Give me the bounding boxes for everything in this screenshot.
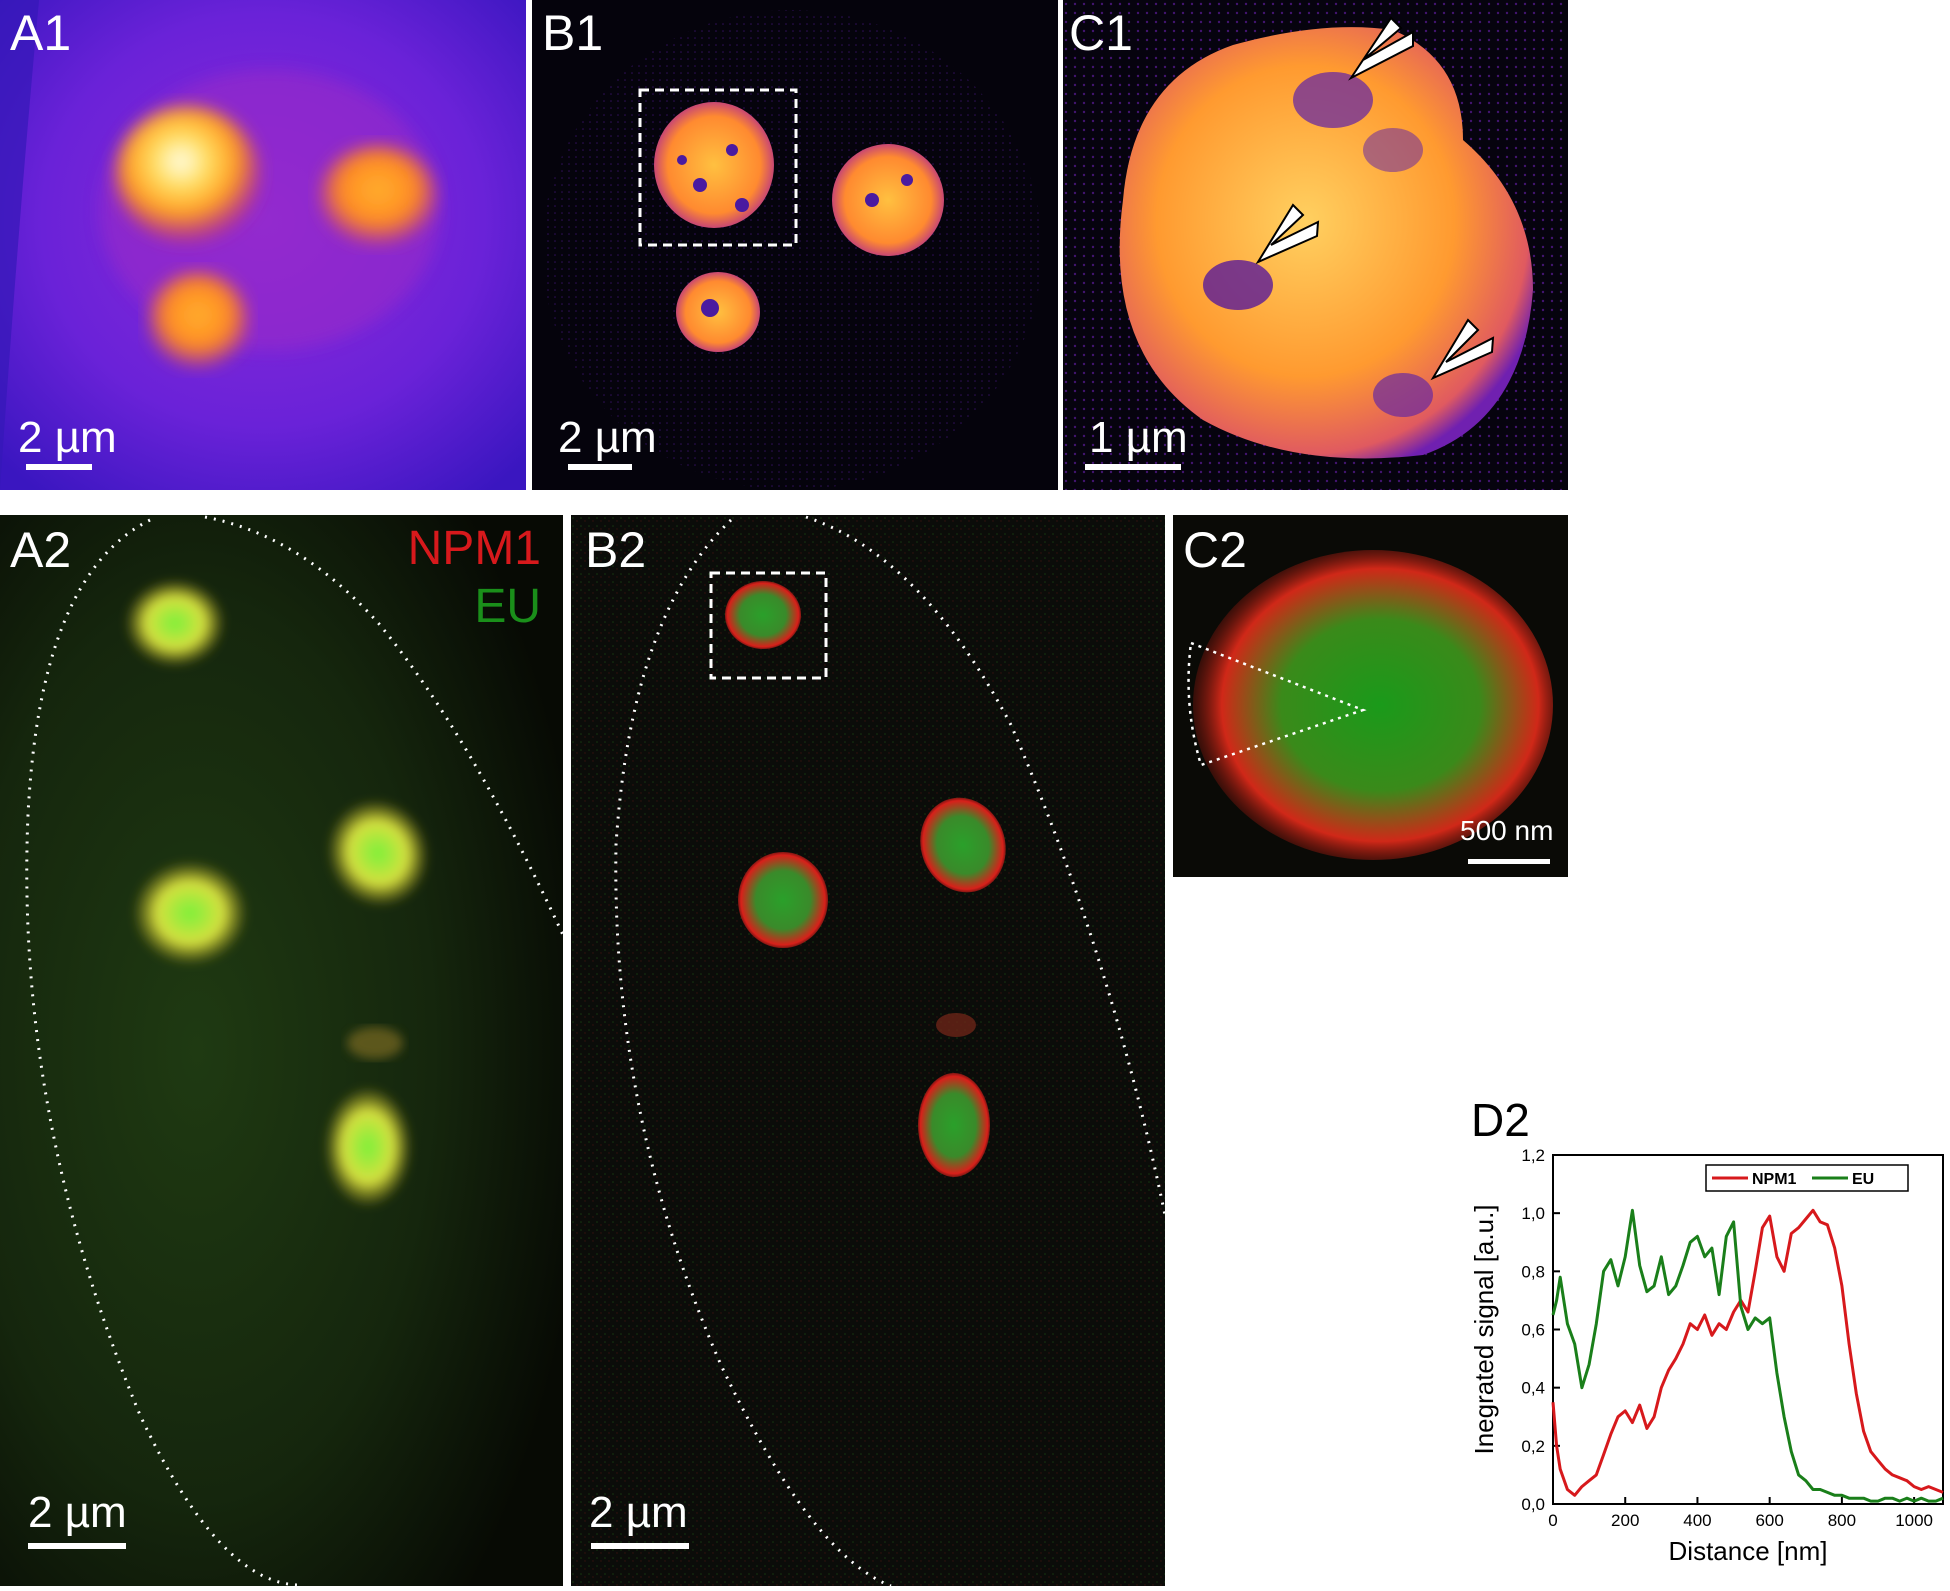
scale-line-c1: [1085, 464, 1181, 470]
scale-text-c2: 500 nm: [1460, 815, 1554, 846]
panel-label-b1: B1: [542, 5, 604, 61]
panel-b1: B1 2 µm: [532, 0, 1058, 490]
x-tick-label: 1000: [1895, 1511, 1933, 1530]
legend-npm1: NPM1: [407, 522, 541, 575]
scale-line-a2: [28, 1543, 126, 1549]
y-tick-label: 0,6: [1521, 1321, 1545, 1340]
series-line-eu: [1551, 1208, 1944, 1503]
legend-label: EU: [1852, 1171, 1874, 1188]
panel-d2: D2 0,0 0,2 0,4 0,6 0,8 1,0 1,2 0 200 400 600 800 10…: [1458, 1094, 1950, 1586]
x-tick-label: 200: [1611, 1511, 1639, 1530]
panel-c1: C1 1 µm: [1063, 0, 1568, 490]
scale-line-c2: [1468, 859, 1550, 864]
a2-widefield-overlay: [0, 515, 563, 1586]
x-tick-label: 800: [1828, 1511, 1856, 1530]
panel-label-b2: B2: [585, 522, 647, 578]
panel-a2: A2 NPM1 EU 2 µm: [0, 515, 563, 1586]
scale-line-b1: [568, 464, 632, 470]
legend-label: NPM1: [1752, 1171, 1797, 1188]
y-tick-label: 0,2: [1521, 1437, 1545, 1456]
x-axis-label: Distance [nm]: [1669, 1536, 1828, 1566]
y-tick-label: 1,0: [1521, 1204, 1545, 1223]
panel-label-a1: A1: [10, 5, 72, 61]
panel-a1: A1 2 µm: [0, 0, 526, 490]
legend-eu: EU: [474, 580, 541, 633]
arrow-icon: [1255, 203, 1320, 265]
panel-label-a2: A2: [10, 522, 72, 578]
x-tick-label: 0: [1548, 1511, 1557, 1530]
panel-label-d2: D2: [1471, 1095, 1530, 1146]
y-ticks: 0,0 0,2 0,4 0,6 0,8 1,0 1,2: [1521, 1146, 1560, 1514]
panel-label-c1: C1: [1069, 5, 1133, 61]
scale-text-a2: 2 µm: [28, 1488, 127, 1537]
a1-widefield-image: [0, 0, 526, 490]
c2-zoom-overlay: [1173, 515, 1568, 877]
y-tick-label: 0,4: [1521, 1379, 1545, 1398]
y-axis-label: Inegrated signal [a.u.]: [1469, 1204, 1499, 1454]
panel-label-c2: C2: [1183, 522, 1247, 578]
b2-zoom-box: [709, 571, 828, 680]
scale-text-a1: 2 µm: [18, 413, 117, 462]
b1-zoom-box: [638, 88, 798, 247]
scale-text-c1: 1 µm: [1089, 413, 1188, 462]
series-line-npm1: [1551, 1208, 1944, 1497]
b2-superres-overlay: [571, 515, 1165, 1586]
scale-text-b2: 2 µm: [589, 1488, 688, 1537]
scale-text-b1: 2 µm: [558, 413, 657, 462]
b1-superres-image: [532, 0, 1058, 490]
x-tick-label: 600: [1755, 1511, 1783, 1530]
panel-b2: B2 2 µm: [571, 515, 1165, 1586]
scale-line-a1: [26, 464, 92, 470]
panel-c2: C2 500 nm: [1173, 515, 1568, 877]
y-tick-label: 0,8: [1521, 1262, 1545, 1281]
c1-zoom-image: [1063, 0, 1568, 490]
series-lines: [1551, 1208, 1944, 1503]
scale-line-b2: [591, 1543, 689, 1549]
y-tick-label: 1,2: [1521, 1146, 1545, 1165]
x-tick-label: 400: [1683, 1511, 1711, 1530]
d2-line-chart: D2 0,0 0,2 0,4 0,6 0,8 1,0 1,2 0 200 400 600 800 10…: [1469, 1094, 1944, 1566]
chart-legend: NPM1 EU: [1705, 1164, 1909, 1192]
y-tick-label: 0,0: [1521, 1495, 1545, 1514]
arrow-icon: [1430, 318, 1495, 381]
arrow-icon: [1348, 16, 1414, 81]
